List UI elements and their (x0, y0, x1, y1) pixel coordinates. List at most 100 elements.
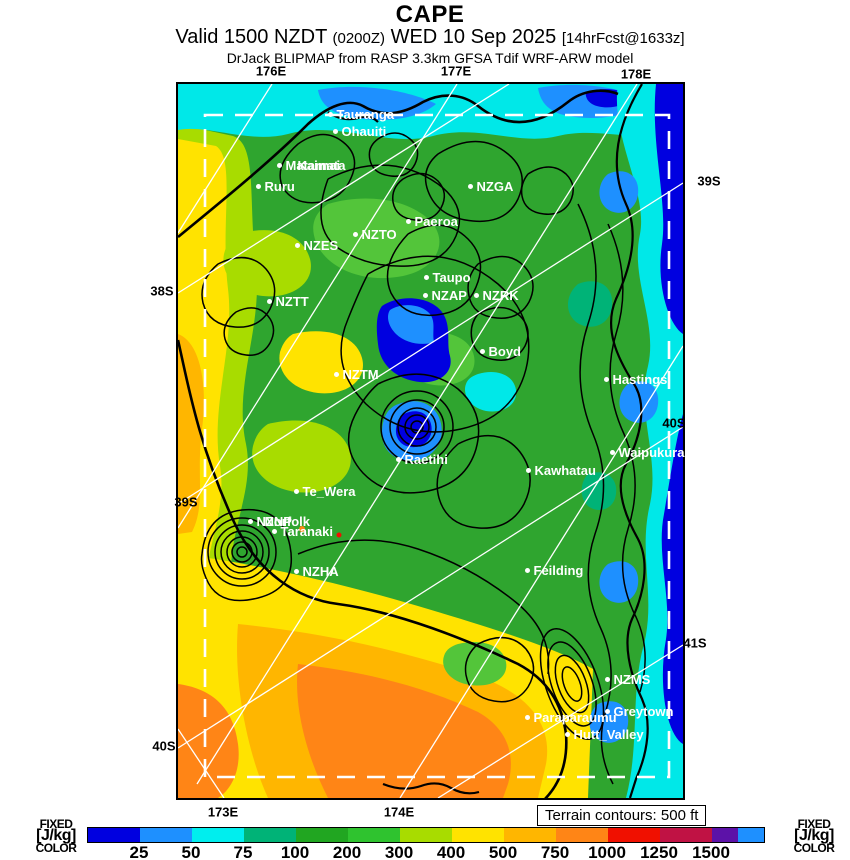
map-marker-taupo[interactable]: Taupo (423, 270, 471, 285)
marker-dot-icon (266, 299, 272, 304)
forecast-tag: [14hrFcst@1633z] (561, 30, 685, 47)
marker-label: Norfolk (264, 514, 311, 529)
map-marker-tauranga[interactable]: Tauranga (327, 107, 395, 122)
marker-dot-icon (604, 677, 610, 682)
marker-label: Ohauiti (341, 124, 387, 139)
map-marker-kaimai[interactable]: Kaimai (289, 158, 341, 173)
map-marker-nzha[interactable]: NZHA (293, 564, 339, 579)
region-orange-sw-corner (178, 684, 239, 798)
map-marker-taranaki[interactable]: Taranaki (271, 524, 333, 539)
colorbar (87, 827, 765, 843)
domain-dashed-box (203, 113, 671, 779)
colorbar-segment-11 (660, 828, 712, 842)
zulu-time: (0200Z) (332, 30, 386, 47)
marker-label: Boyd (488, 344, 522, 359)
marker-dot-icon (479, 349, 485, 354)
marker-dot-icon (524, 715, 530, 720)
speck-orange (299, 526, 305, 532)
colorbar-segment-5 (348, 828, 400, 842)
region-blue-east-1 (599, 171, 639, 213)
colorbar-unit-left: FIXED [J/kg] COLOR (24, 818, 88, 854)
valid-time-line: Valid 1500 NZDT (0200Z) WED 10 Sep 2025 … (105, 26, 755, 49)
axis-label-176e: 176E (255, 63, 287, 79)
region-teal-east-1 (567, 281, 613, 327)
marker-dot-icon (564, 732, 570, 737)
map-marker-boyd[interactable]: Boyd (479, 344, 522, 359)
map-marker-nzms[interactable]: NZMS (604, 672, 650, 687)
marker-dot-icon (609, 450, 615, 455)
marker-dot-icon (327, 112, 333, 117)
map-marker-ruru[interactable]: Ruru (255, 179, 295, 194)
region-teal-east-2 (581, 472, 617, 510)
marker-dot-icon (467, 184, 473, 189)
map-marker-paeroa[interactable]: Paeroa (405, 214, 458, 229)
map-marker-nzto[interactable]: NZTO (352, 227, 397, 242)
map-marker-kawhatau[interactable]: Kawhatau (525, 463, 596, 478)
marker-dot-icon (293, 569, 299, 574)
marker-dot-icon (524, 568, 530, 573)
marker-label: Tauranga (336, 107, 395, 122)
axis-label-173e: 173E (207, 804, 239, 820)
marker-dot-icon (603, 377, 609, 382)
marker-dot-icon (247, 519, 253, 524)
marker-label: NZTO (361, 227, 397, 242)
marker-dot-icon (423, 275, 429, 280)
marker-label: NZTM (342, 367, 379, 382)
colorbar-segment-3 (244, 828, 296, 842)
marker-dot-icon (405, 219, 411, 224)
unit-color-label: COLOR (35, 841, 77, 855)
map-marker-nzap[interactable]: NZAP (422, 288, 467, 303)
marker-label: Paeroa (414, 214, 458, 229)
marker-label: Hutt_Valley (573, 727, 644, 742)
map-marker-nzes[interactable]: NZES (294, 238, 338, 253)
marker-label: Feilding (533, 563, 584, 578)
colorbar-tick-25: 25 (129, 843, 149, 860)
colorbar-segment-10 (608, 828, 660, 842)
map-marker-nznp[interactable]: NZNP (247, 514, 292, 529)
map-marker-norfolk[interactable]: Norfolk (256, 514, 311, 529)
marker-label: Paraparaumu (533, 710, 617, 725)
region-yellow-mid (279, 331, 363, 394)
colorbar-tick-75: 75 (233, 843, 253, 860)
map-marker-paraparaumu[interactable]: Paraparaumu (524, 710, 617, 725)
marker-label: Kaimai (297, 158, 341, 173)
map-marker-hastings[interactable]: Hastings (603, 372, 667, 387)
unit-color-label: COLOR (793, 841, 835, 855)
map-marker-matamata[interactable]: Matamata (276, 158, 345, 173)
map-marker-nzrk[interactable]: NZRK (473, 288, 519, 303)
colorbar-segment-12 (712, 828, 738, 842)
marker-label: Ruru (264, 179, 295, 194)
region-blue-east-2 (619, 381, 659, 423)
map-marker-te_wera[interactable]: Te_Wera (293, 484, 356, 499)
colorbar-tick-200: 200 (332, 843, 362, 860)
colorbar-segment-8 (504, 828, 556, 842)
colorbar-segment-13 (738, 828, 764, 842)
map-marker-nztm[interactable]: NZTM (333, 367, 379, 382)
page-title: CAPE (395, 1, 465, 28)
map-marker-nztt[interactable]: NZTT (266, 294, 309, 309)
axis-label-177e: 177E (440, 63, 472, 79)
map-marker-hutt_valley[interactable]: Hutt_Valley (564, 727, 644, 742)
colorbar-segment-2 (192, 828, 244, 842)
map-marker-raetihi[interactable]: Raetihi (395, 452, 448, 467)
colorbar-segment-0 (88, 828, 140, 842)
graticule-lines (178, 84, 683, 798)
map-marker-nzga[interactable]: NZGA (467, 179, 514, 194)
marker-dot-icon (422, 293, 428, 298)
colorbar-tick-100: 100 (280, 843, 310, 860)
region-darkblue-east-bot (661, 414, 683, 744)
map-marker-waipukurau[interactable]: Waipukurau (609, 445, 693, 460)
region-orange-westmid (178, 334, 204, 534)
map-marker-ohauiti[interactable]: Ohauiti (332, 124, 387, 139)
marker-label: NZHA (302, 564, 339, 579)
map-marker-greytown[interactable]: Greytown (604, 704, 673, 719)
map-canvas (178, 84, 683, 798)
marker-label: Waipukurau (618, 445, 693, 460)
region-deep-orange-south (297, 664, 511, 798)
colorbar-segment-4 (296, 828, 348, 842)
map-marker-feilding[interactable]: Feilding (524, 563, 584, 578)
colorbar-segment-6 (400, 828, 452, 842)
marker-dot-icon (332, 129, 338, 134)
unit-fixed-label: FIXED (797, 817, 831, 831)
marker-label: NZGA (476, 179, 514, 194)
